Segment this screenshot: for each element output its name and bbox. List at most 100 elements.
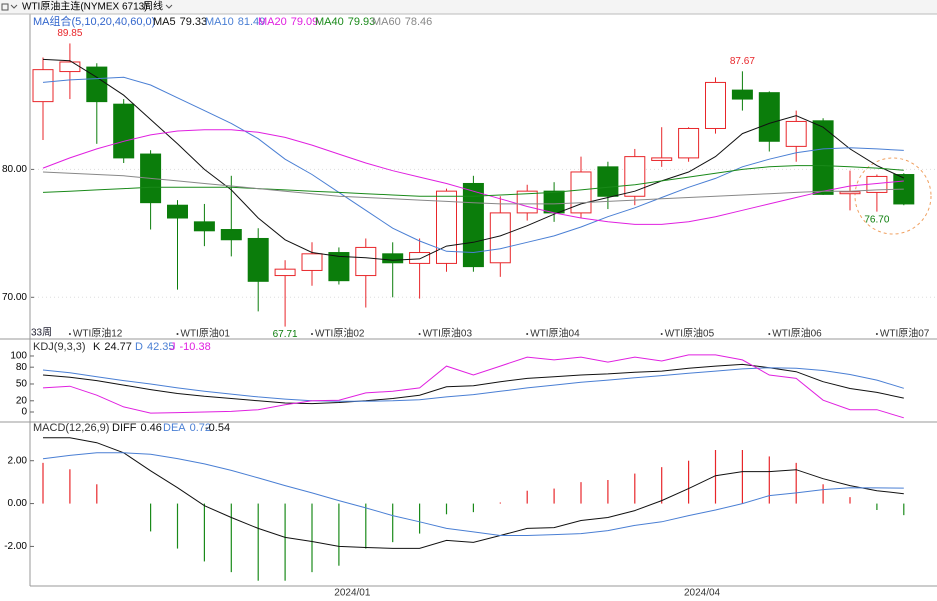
x-tick-label: WTI原油04 (530, 327, 580, 340)
legend-name: DIFF (112, 422, 137, 434)
candle-body (328, 252, 350, 282)
dropdown-icon[interactable] (10, 4, 18, 9)
legend-entry: MA10 81.49 (205, 16, 265, 28)
y-tick-label: 20 (16, 395, 28, 406)
legend-entry: K 24.77 (93, 341, 132, 353)
instrument-name[interactable]: WTI原油主连(NYMEX 6713) (22, 0, 148, 13)
period-count: 33周 (31, 327, 52, 339)
legend-name: MA40 (315, 16, 344, 28)
highlight-circle (854, 157, 932, 235)
toolbar-icon[interactable] (1, 3, 9, 11)
y-tick-label: 80 (16, 362, 28, 373)
indicator-label: MACD(12,26,9) (33, 422, 109, 434)
y-tick-label: 70.00 (2, 292, 27, 303)
candle-body (597, 166, 619, 197)
x-tick-label: WTI原油07 (880, 327, 930, 340)
legend-value: 81.49 (238, 16, 266, 28)
candle-body (220, 229, 242, 241)
y-tick-label: 80.00 (2, 164, 27, 175)
x-tick-label: WTI原油06 (772, 327, 822, 340)
candle-body (247, 237, 269, 282)
candle-body (624, 156, 646, 197)
legend-entry: MA5 79.33 (153, 16, 207, 28)
x-tick-marker (526, 333, 529, 335)
extreme-label: 89.85 (57, 28, 82, 39)
legend-name: J (170, 341, 176, 353)
candle-body (812, 120, 834, 195)
candle-body (543, 190, 565, 214)
x-tick-label: 2024/01 (334, 588, 371, 599)
legend-entry: DIFF 0.46 (112, 422, 162, 434)
y-tick-label: 0 (21, 407, 27, 418)
x-tick-marker (176, 333, 179, 335)
candle-body (274, 268, 296, 277)
y-tick-label: 50 (16, 379, 28, 390)
candle-body (731, 89, 753, 100)
x-tick-label: WTI原油05 (665, 327, 715, 340)
y-tick-label: -2.00 (4, 541, 27, 552)
legend-name: MA20 (258, 16, 287, 28)
x-tick-label: WTI原油03 (423, 327, 473, 340)
legend-value: 79.93 (348, 16, 376, 28)
legend-value: 79.09 (291, 16, 319, 28)
legend-entry: D 42.35 (135, 341, 174, 353)
legend-entry: MA40 79.93 (315, 16, 375, 28)
x-tick-marker (660, 333, 663, 335)
line-series (42, 58, 905, 261)
legend-entry: J -10.38 (170, 341, 211, 353)
candle-body (382, 253, 404, 264)
x-tick-marker (311, 333, 313, 335)
extreme-label: 87.67 (730, 56, 755, 67)
x-tick-label: WTI原油02 (315, 327, 365, 340)
legend-value: -10.38 (180, 341, 211, 353)
legend-name: MA60 (372, 16, 401, 28)
candle-body (839, 191, 861, 195)
x-tick-marker (68, 333, 71, 335)
candle-body (59, 61, 81, 73)
line-series (42, 165, 904, 197)
y-tick-label: 2.00 (8, 455, 28, 466)
legend-name: MA5 (153, 16, 176, 28)
indicator-label: MA组合(5,10,20,40,60,0) (33, 14, 155, 28)
legend-name: K (93, 341, 101, 353)
legend-value: 0.72 (190, 422, 211, 434)
period-selector[interactable]: 周线 (143, 0, 163, 13)
candle-body (113, 103, 135, 159)
candle-body (462, 182, 484, 268)
period-dropdown-icon[interactable] (165, 4, 173, 9)
candle-body (785, 120, 807, 147)
y-tick-label: 0.00 (8, 498, 28, 509)
candle-body (651, 157, 673, 161)
candle-body (86, 66, 108, 103)
line-series (42, 76, 904, 254)
candle-body (32, 69, 54, 103)
legend-entry: DEA 0.72 (163, 422, 211, 434)
legend-value: 79.33 (180, 16, 208, 28)
line-series (42, 354, 904, 419)
legend-name: DEA (163, 422, 186, 434)
candle-body (758, 92, 780, 142)
indicator-label: KDJ(9,3,3) (33, 341, 86, 353)
legend-name: MA10 (205, 16, 234, 28)
candle-body (167, 204, 188, 219)
x-tick-label: WTI原油01 (181, 327, 231, 340)
extreme-label: 67.71 (273, 329, 298, 340)
line-series (42, 171, 904, 205)
candle-body (678, 127, 700, 159)
line-series (42, 367, 904, 402)
x-tick-marker (768, 333, 771, 335)
legend-name: D (135, 341, 143, 353)
x-tick-marker (875, 333, 878, 335)
legend-value: 0.46 (140, 422, 161, 434)
legend-value: -0.54 (205, 422, 230, 434)
line-series (43, 437, 904, 549)
toolbar (0, 0, 937, 14)
line-series (42, 363, 904, 405)
candle-body (409, 252, 431, 264)
legend-entry: MA20 79.09 (258, 16, 318, 28)
line-series (42, 452, 904, 536)
candle-body (193, 221, 215, 232)
line-series (42, 129, 904, 225)
